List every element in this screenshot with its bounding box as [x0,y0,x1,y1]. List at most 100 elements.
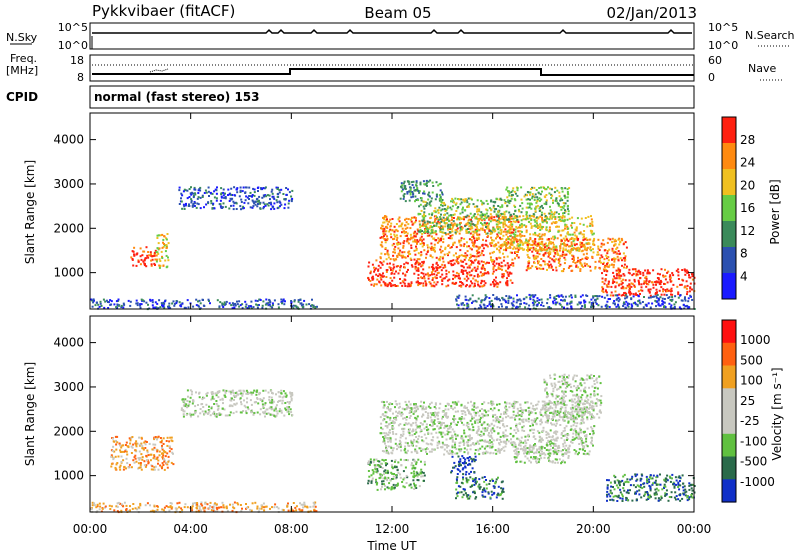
data-cell [630,306,633,309]
data-cell [542,267,545,270]
data-cell [605,307,608,310]
data-cell [634,303,637,306]
data-cell [119,451,122,453]
data-cell [618,293,621,296]
data-cell [423,249,426,252]
data-cell [443,214,446,216]
data-cell [506,218,509,221]
data-cell [314,307,317,310]
data-cell [117,298,120,301]
data-cell [435,283,438,286]
data-cell [281,508,284,511]
data-cell [143,441,146,444]
data-cell [463,277,466,280]
data-cell [157,462,159,465]
data-cell [507,265,510,268]
data-cell [507,200,510,203]
data-cell [395,476,398,479]
data-cell [162,449,165,452]
data-cell [562,247,565,250]
data-cell [186,406,188,409]
data-cell [406,226,409,229]
data-cell [441,191,443,194]
data-cell [655,296,658,299]
data-cell [399,282,402,285]
data-cell [659,279,662,282]
data-cell [445,272,448,275]
data-cell [477,425,480,428]
data-cell [417,280,419,283]
data-cell [438,206,441,209]
data-cell [401,280,404,283]
data-cell [528,293,531,296]
data-cell [254,200,257,203]
data-cell [422,200,425,203]
data-cell [232,412,235,415]
data-cell [592,295,595,298]
data-cell [534,220,537,223]
data-cell [571,269,574,272]
data-cell [143,263,146,266]
data-cell [497,231,500,234]
data-cell [271,195,274,198]
data-cell [184,204,187,207]
data-cell [501,275,504,278]
data-cell [289,408,292,411]
data-cell [580,439,583,442]
data-cell [139,466,142,469]
data-cell [599,257,602,260]
data-cell [231,503,234,506]
data-cell [93,502,96,505]
data-cell [212,507,215,510]
data-cell [473,239,476,242]
data-cell [606,294,609,297]
data-cell [157,435,160,438]
data-cell [481,219,483,222]
data-cell [210,407,213,410]
data-cell [462,440,465,443]
data-cell [501,213,504,215]
data-cell [398,243,401,245]
data-cell [259,207,262,210]
data-cell [550,197,553,200]
data-cell [206,503,209,506]
data-cell [583,238,586,241]
data-cell [651,281,654,284]
data-cell [483,221,486,224]
data-cell [548,307,551,310]
data-cell [655,283,657,286]
data-cell [625,246,628,249]
data-cell [530,188,533,190]
data-cell [152,468,155,471]
data-cell [553,211,556,214]
nsky-label: N.Sky [6,31,38,44]
data-cell [507,297,510,300]
data-cell [497,267,500,270]
data-cell [520,219,523,222]
data-cell [454,231,457,234]
data-cell [454,276,456,279]
data-cell [140,298,143,301]
data-cell [545,203,548,206]
data-cell [404,186,406,188]
data-cell [505,230,508,233]
data-cell [504,269,507,272]
data-cell [169,506,172,509]
data-cell [523,248,526,251]
data-cell [107,301,109,303]
data-cell [390,269,392,271]
data-cell [376,482,379,484]
data-cell [501,243,504,246]
data-cell [172,463,175,466]
data-cell [540,204,543,207]
data-cell [224,205,227,208]
colorbar-swatch [722,247,736,274]
data-cell [477,260,480,263]
data-cell [182,404,185,407]
data-cell [520,415,523,418]
data-cell [475,255,478,258]
data-cell [475,279,477,282]
data-cell [161,303,164,305]
data-cell [473,213,476,216]
data-cell [601,277,604,280]
